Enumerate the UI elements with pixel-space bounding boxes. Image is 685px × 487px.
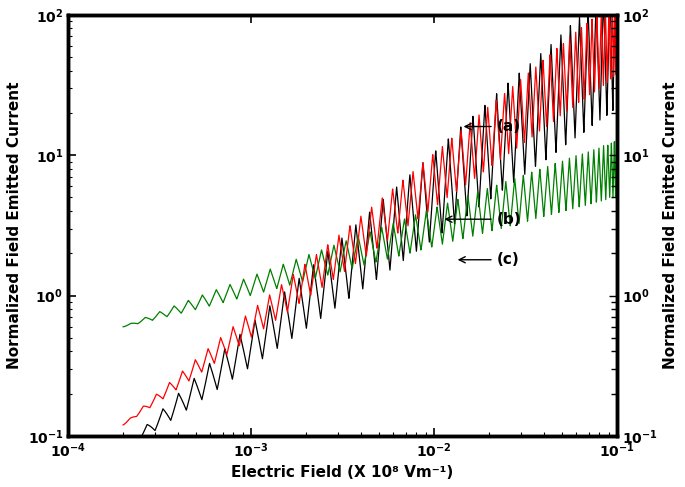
Y-axis label: Normalized Field Emitted Current: Normalized Field Emitted Current [663, 82, 678, 369]
X-axis label: Electric Field (X 10⁸ Vm⁻¹): Electric Field (X 10⁸ Vm⁻¹) [232, 465, 453, 480]
Text: (b): (b) [446, 212, 521, 227]
Y-axis label: Normalized Field Emitted Current: Normalized Field Emitted Current [7, 82, 22, 369]
Text: (a): (a) [465, 119, 521, 134]
Text: (c): (c) [459, 252, 519, 267]
